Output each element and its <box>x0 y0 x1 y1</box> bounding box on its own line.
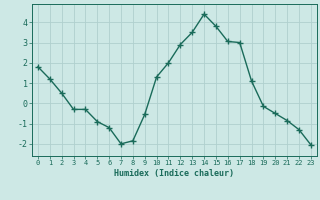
X-axis label: Humidex (Indice chaleur): Humidex (Indice chaleur) <box>115 169 234 178</box>
